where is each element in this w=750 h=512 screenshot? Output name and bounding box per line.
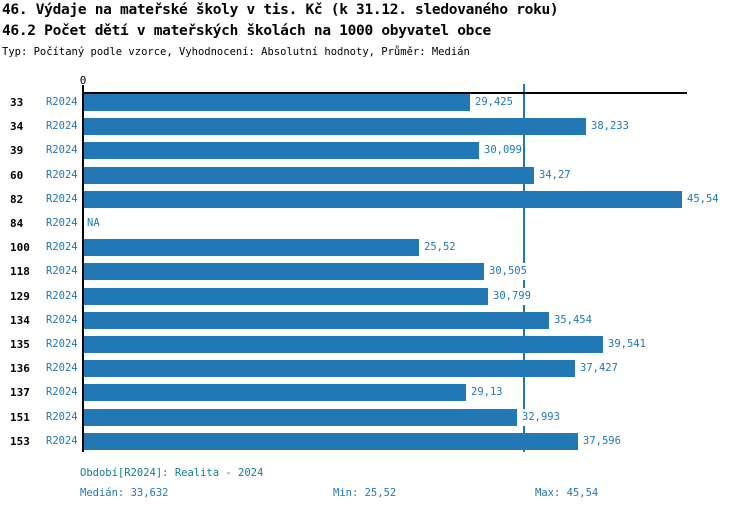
row-category-label: 118 (10, 265, 30, 278)
bar (84, 94, 470, 111)
bar (84, 167, 534, 184)
footer-median-label: Medián: 33,632 (80, 487, 169, 499)
bar (84, 118, 586, 135)
x-axis-line (83, 92, 687, 94)
bar-value-label: 34,27 (538, 167, 572, 184)
bar-value-label: 37,596 (582, 433, 622, 450)
bar (84, 312, 549, 329)
row-category-label: 33 (10, 96, 24, 109)
bar-value-label: 35,454 (553, 312, 593, 329)
row-category-label: 39 (10, 144, 24, 157)
row-series-label: R2024 (46, 435, 78, 447)
row-category-label: 136 (10, 362, 30, 375)
chart-title-line1: 46. Výdaje na mateřské školy v tis. Kč (… (2, 2, 559, 18)
row-category-label: 129 (10, 290, 30, 303)
bar (84, 409, 517, 426)
bar-value-label: 45,54 (686, 191, 720, 208)
bar-value-label: 30,505 (488, 263, 528, 280)
row-series-label: R2024 (46, 265, 78, 277)
bar (84, 142, 479, 159)
bar-value-label: 25,52 (423, 239, 457, 256)
bar-value-label: 29,13 (470, 384, 504, 401)
row-category-label: 82 (10, 193, 24, 206)
bar (84, 384, 466, 401)
row-category-label: 100 (10, 241, 30, 254)
row-series-label: R2024 (46, 386, 78, 398)
row-series-label: R2024 (46, 217, 78, 229)
row-series-label: R2024 (46, 362, 78, 374)
bar (84, 433, 578, 450)
bar-value-label: 30,799 (492, 288, 532, 305)
row-category-label: 151 (10, 411, 30, 424)
bar (84, 263, 484, 280)
bar-value-label: 38,233 (590, 118, 630, 135)
row-series-label: R2024 (46, 411, 78, 423)
bar-value-label: 30,099 (483, 142, 523, 159)
axis-origin-label: 0 (79, 74, 87, 87)
row-series-label: R2024 (46, 338, 78, 350)
row-category-label: 34 (10, 120, 24, 133)
bar (84, 336, 603, 353)
footer-max-label: Max: 45,54 (535, 487, 599, 499)
row-category-label: 153 (10, 435, 30, 448)
bar (84, 239, 419, 256)
bar (84, 191, 682, 208)
row-series-label: R2024 (46, 144, 78, 156)
row-category-label: 134 (10, 314, 30, 327)
bar (84, 288, 488, 305)
chart-title-line2: 46.2 Počet dětí v mateřských školách na … (2, 23, 491, 39)
y-axis-line (82, 85, 84, 452)
bar-value-label: 29,425 (474, 94, 514, 111)
row-series-label: R2024 (46, 96, 78, 108)
bar-value-label: 37,427 (579, 360, 619, 377)
chart-subtitle: Typ: Počítaný podle vzorce, Vyhodnocení:… (2, 46, 470, 58)
row-category-label: 137 (10, 386, 30, 399)
bar (84, 360, 575, 377)
row-category-label: 135 (10, 338, 30, 351)
row-category-label: 60 (10, 169, 24, 182)
row-series-label: R2024 (46, 290, 78, 302)
footer-min-label: Min: 25,52 (333, 487, 397, 499)
row-series-label: R2024 (46, 193, 78, 205)
row-na-label: NA (87, 217, 100, 229)
row-series-label: R2024 (46, 241, 78, 253)
row-series-label: R2024 (46, 120, 78, 132)
row-series-label: R2024 (46, 314, 78, 326)
row-category-label: 84 (10, 217, 24, 230)
bar-value-label: 32,993 (521, 409, 561, 426)
row-series-label: R2024 (46, 169, 78, 181)
bar-value-label: 39,541 (607, 336, 647, 353)
footer-period-label: Období[R2024]: Realita - 2024 (80, 467, 264, 479)
